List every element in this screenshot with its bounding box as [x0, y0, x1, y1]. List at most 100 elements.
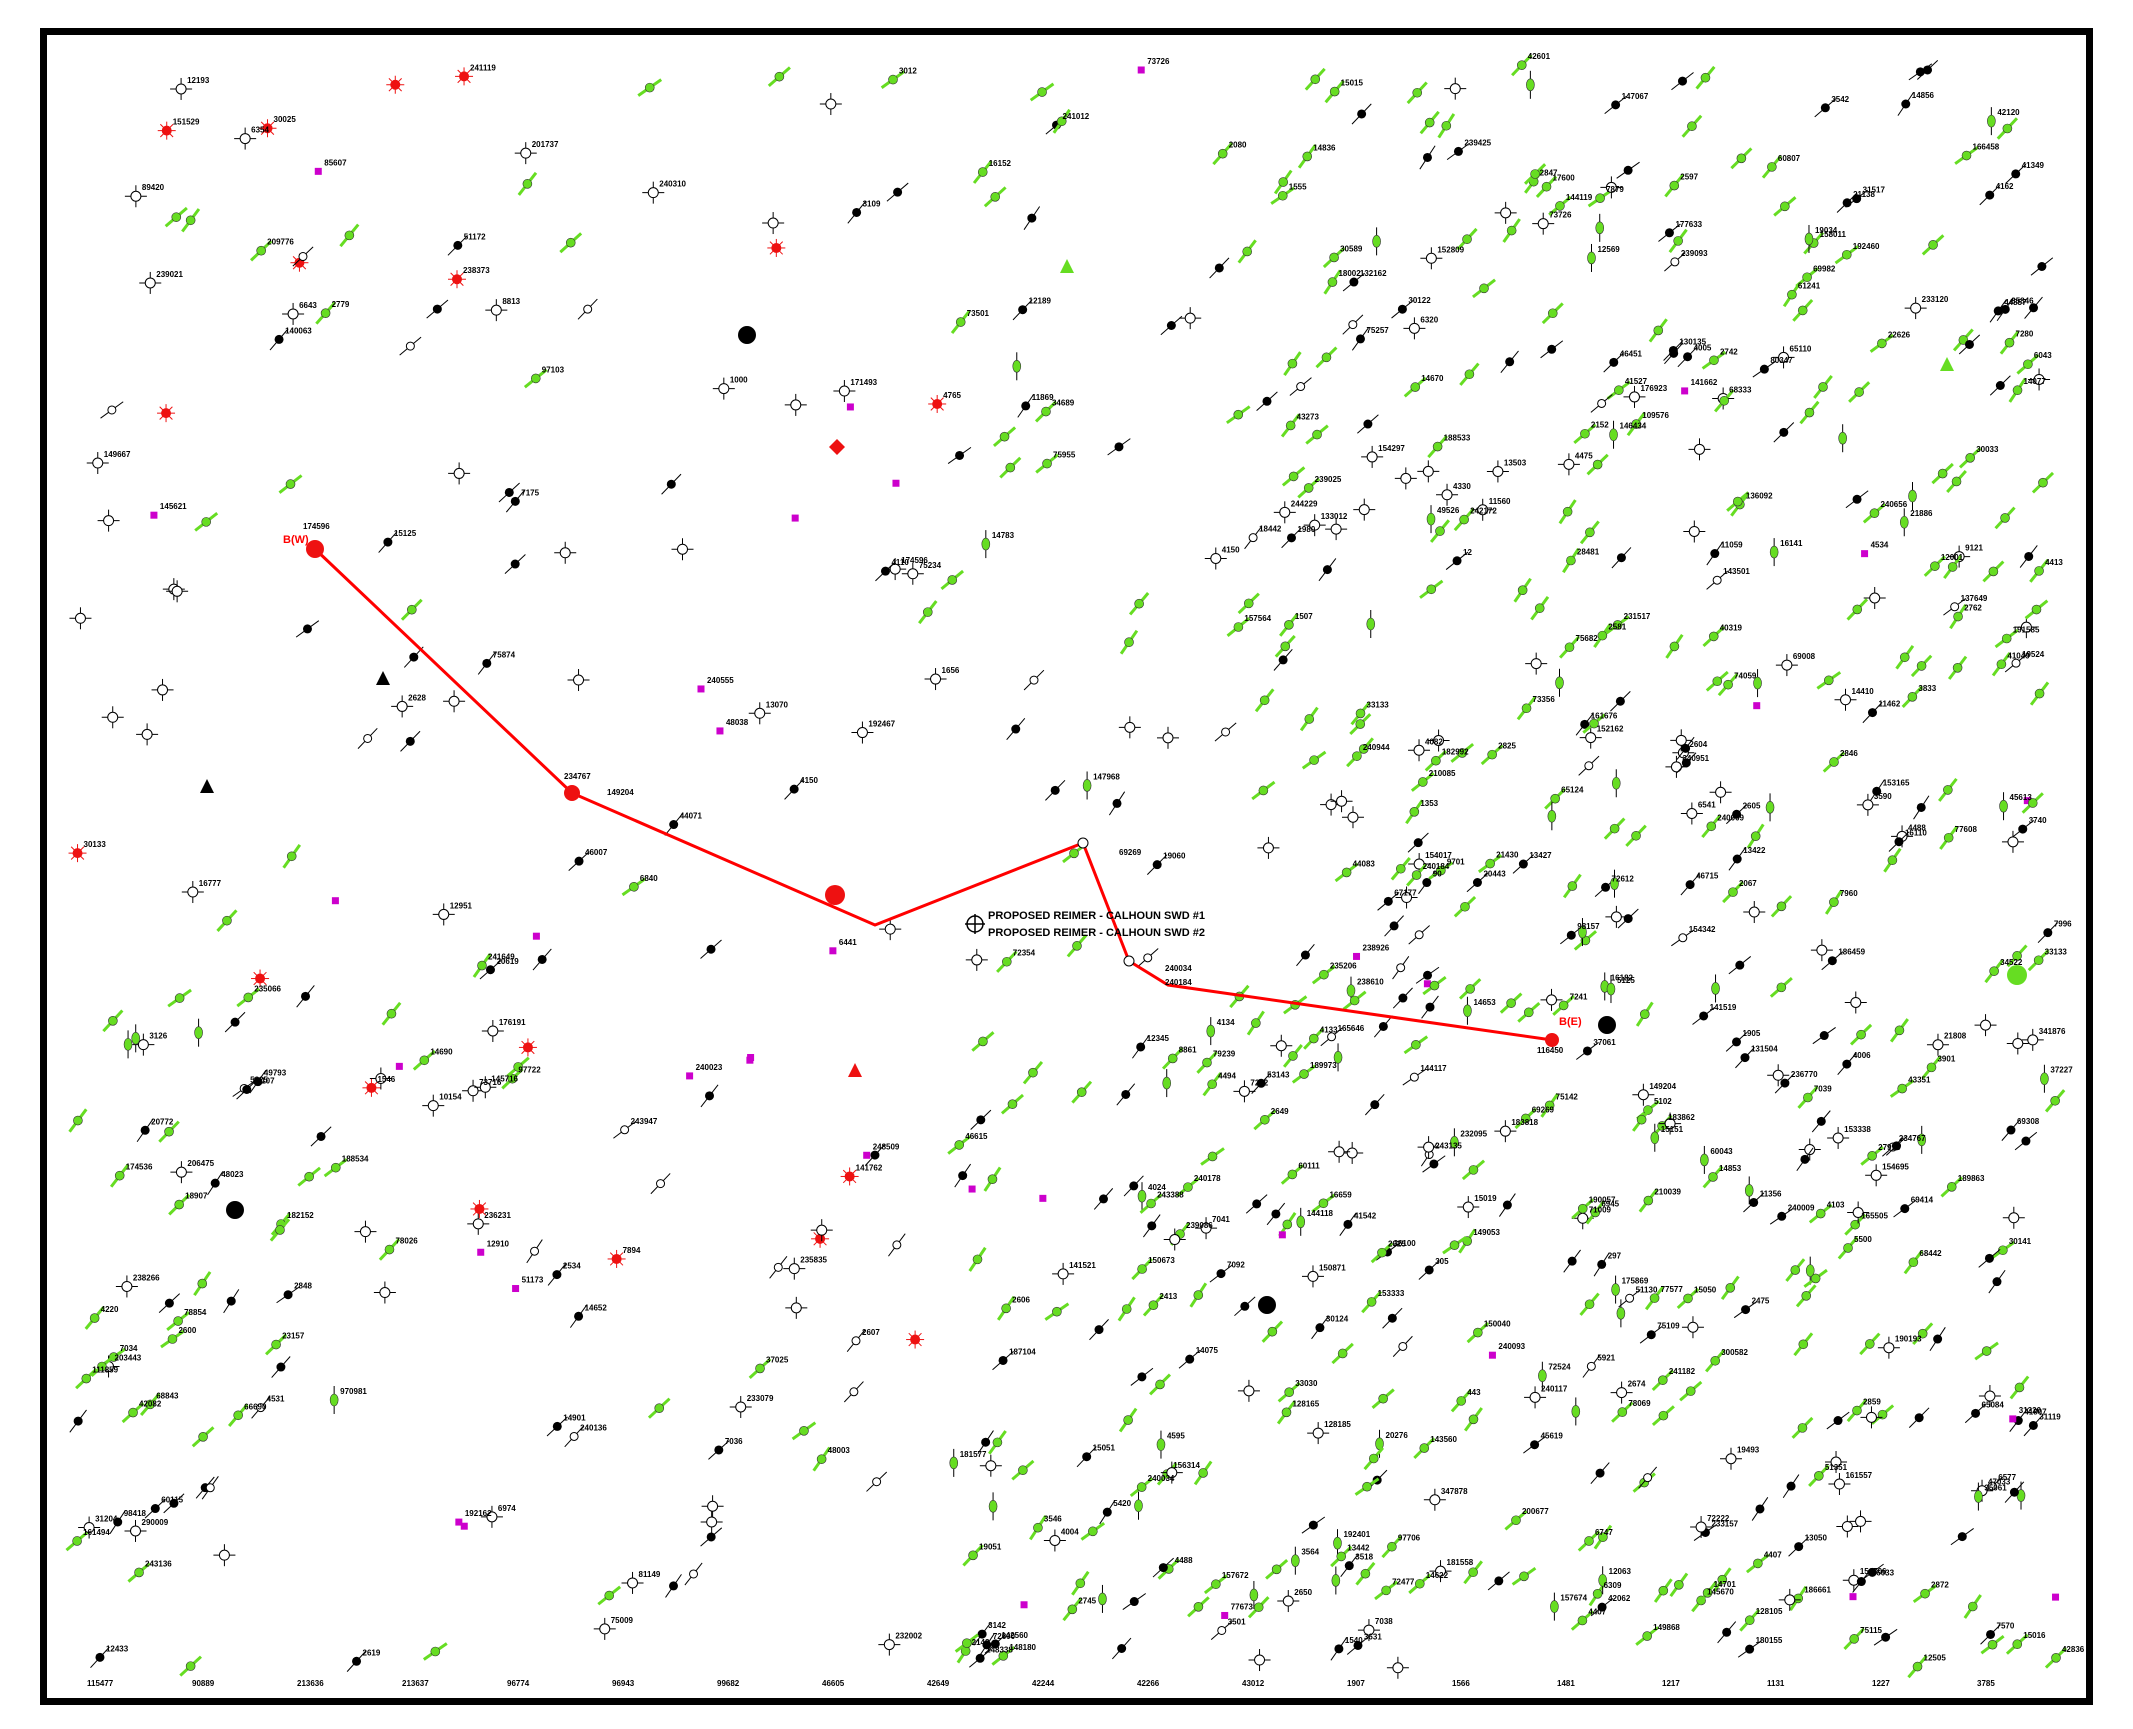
oil-well-symbol[interactable]	[1353, 737, 1374, 761]
oil-well-symbol[interactable]	[1544, 787, 1567, 810]
oil-well-symbol[interactable]	[1464, 1407, 1483, 1432]
oil-well-symbol[interactable]	[1558, 635, 1581, 659]
oil-well-symbol[interactable]	[1848, 381, 1871, 403]
oil-well-symbol[interactable]	[1984, 959, 2004, 984]
oil-well-symbol[interactable]	[1504, 1509, 1528, 1531]
permit-well-symbol[interactable]	[460, 1522, 468, 1530]
oil-well-symbol[interactable]	[1883, 847, 1902, 873]
oil-well-symbol[interactable]	[1540, 1093, 1559, 1118]
large-well-symbol[interactable]	[1258, 1296, 1276, 1314]
dry-well-symbol[interactable]	[1978, 1385, 2001, 1408]
plugged-well-symbol[interactable]	[947, 446, 972, 464]
open-diag-well-symbol[interactable]	[2004, 653, 2028, 673]
plugged-well-symbol[interactable]	[1593, 1252, 1610, 1277]
oil-well-symbol[interactable]	[1679, 1380, 1703, 1402]
oil-well-symbol[interactable]	[1940, 1176, 1964, 1198]
plugged-well-symbol[interactable]	[1929, 1327, 1946, 1351]
green-vert-well-symbol[interactable]	[1908, 482, 1917, 511]
plugged-well-symbol[interactable]	[1209, 1264, 1233, 1283]
oil-well-symbol[interactable]	[1648, 318, 1668, 343]
permit-well-symbol[interactable]	[532, 932, 540, 940]
plugged-well-symbol[interactable]	[1617, 908, 1639, 929]
oil-well-symbol[interactable]	[1571, 1198, 1595, 1220]
plugged-well-symbol[interactable]	[1384, 915, 1404, 937]
dry-well-symbol[interactable]	[712, 377, 735, 400]
plugged-well-symbol[interactable]	[1811, 1110, 1831, 1133]
plugged-well-symbol[interactable]	[1123, 1175, 1144, 1197]
plugged-well-symbol[interactable]	[1122, 1593, 1147, 1610]
plugged-well-symbol[interactable]	[1769, 1207, 1794, 1225]
plugged-well-symbol[interactable]	[1979, 184, 2001, 206]
oil-well-symbol[interactable]	[1846, 598, 1869, 621]
oil-well-symbol[interactable]	[1212, 142, 1234, 166]
oil-well-symbol[interactable]	[139, 1392, 161, 1416]
oil-well-symbol[interactable]	[1299, 706, 1319, 732]
oil-well-symbol[interactable]	[2044, 1089, 2066, 1113]
oil-well-symbol[interactable]	[1860, 1145, 1885, 1166]
oil-well-symbol[interactable]	[1524, 163, 1547, 185]
oil-well-symbol[interactable]	[1859, 1332, 1881, 1356]
triangle-well-symbol[interactable]	[376, 671, 390, 685]
green-vert-well-symbol[interactable]	[1538, 1361, 1547, 1390]
green-vert-well-symbol[interactable]	[1595, 213, 1605, 242]
plugged-well-symbol[interactable]	[2030, 257, 2054, 276]
plugged-well-symbol[interactable]	[1733, 1301, 1758, 1319]
plugged-well-symbol[interactable]	[1611, 547, 1632, 569]
plugged-well-symbol[interactable]	[1006, 718, 1026, 741]
dry-well-symbol[interactable]	[879, 918, 902, 941]
open-diag-well-symbol[interactable]	[1706, 570, 1729, 590]
oil-well-symbol[interactable]	[1119, 629, 1139, 655]
oil-well-symbol[interactable]	[1413, 1437, 1436, 1460]
green-vert-well-symbol[interactable]	[1805, 1256, 1815, 1285]
oil-well-symbol[interactable]	[1793, 1332, 1814, 1357]
plugged-well-symbol[interactable]	[1446, 142, 1471, 161]
plugged-well-symbol[interactable]	[269, 328, 289, 351]
oil-well-symbol[interactable]	[1062, 1597, 1083, 1622]
open-diag-well-symbol[interactable]	[1244, 526, 1263, 550]
oil-well-symbol[interactable]	[1910, 654, 1933, 678]
oil-well-symbol[interactable]	[1261, 1320, 1284, 1343]
plugged-well-symbol[interactable]	[207, 1171, 224, 1196]
green-vert-well-symbol[interactable]	[1156, 1430, 1166, 1459]
oil-well-symbol[interactable]	[193, 1271, 212, 1297]
gas-well-symbol[interactable]	[840, 1167, 859, 1186]
oil-well-symbol[interactable]	[1419, 110, 1440, 135]
oil-well-symbol[interactable]	[228, 1403, 249, 1427]
permit-well-symbol[interactable]	[968, 1185, 976, 1193]
section-point-west[interactable]	[306, 540, 324, 558]
oil-well-symbol[interactable]	[621, 877, 647, 897]
green-vert-well-symbol[interactable]	[2040, 1064, 2049, 1093]
proposed-well-symbol[interactable]	[965, 914, 985, 934]
oil-well-symbol[interactable]	[1799, 400, 1820, 425]
plugged-well-symbol[interactable]	[1419, 145, 1436, 170]
oil-well-symbol[interactable]	[1297, 477, 1321, 499]
dry-well-symbol[interactable]	[1680, 802, 1703, 825]
oil-well-symbol[interactable]	[1869, 333, 1895, 353]
plugged-well-symbol[interactable]	[1340, 1554, 1359, 1578]
open-diag-well-symbol[interactable]	[1664, 252, 1686, 272]
gas-well-symbol[interactable]	[157, 121, 176, 140]
oil-well-symbol[interactable]	[2006, 944, 2028, 968]
oil-well-symbol[interactable]	[1791, 1416, 1814, 1439]
plugged-well-symbol[interactable]	[978, 1632, 995, 1657]
dry-well-symbol[interactable]	[282, 302, 305, 325]
dry-well-symbol[interactable]	[729, 1395, 752, 1418]
permit-well-symbol[interactable]	[863, 1151, 871, 1159]
plugged-well-symbol[interactable]	[984, 1634, 1007, 1654]
oil-well-symbol[interactable]	[1428, 861, 1454, 880]
oil-well-symbol[interactable]	[1193, 1460, 1213, 1486]
plugged-well-symbol[interactable]	[708, 1440, 730, 1460]
oil-well-symbol[interactable]	[1283, 351, 1302, 376]
oil-well-symbol[interactable]	[1265, 1558, 1289, 1580]
gas-well-symbol[interactable]	[362, 1078, 381, 1097]
plugged-well-symbol[interactable]	[1273, 649, 1293, 671]
plugged-well-symbol[interactable]	[1917, 59, 1939, 80]
open-diag-well-symbol[interactable]	[564, 1425, 584, 1448]
oil-well-symbol[interactable]	[1889, 1018, 1909, 1043]
oil-well-symbol[interactable]	[1843, 1627, 1865, 1651]
plugged-well-symbol[interactable]	[249, 1069, 267, 1094]
oil-well-symbol[interactable]	[1029, 1515, 1047, 1541]
green-vert-well-symbol[interactable]	[1291, 1546, 1300, 1575]
open-diag-well-symbol[interactable]	[1210, 1620, 1233, 1641]
oil-well-symbol[interactable]	[1323, 269, 1342, 295]
